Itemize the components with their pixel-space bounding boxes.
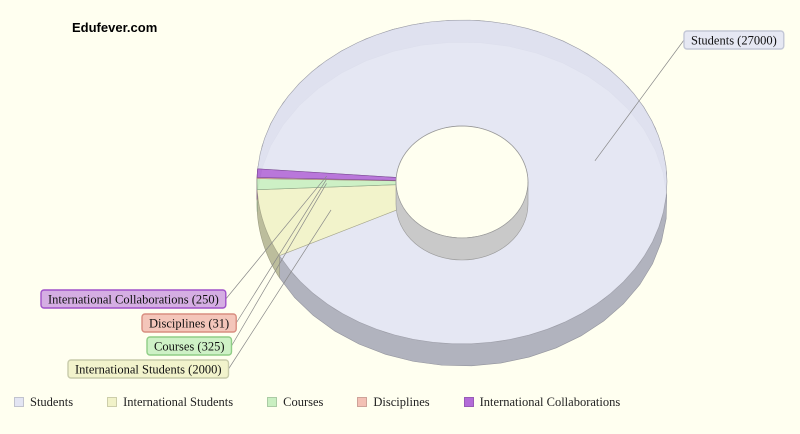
leader-line (225, 175, 327, 300)
leader-line (594, 39, 685, 162)
donut-tops (256, 19, 668, 345)
legend-label: Courses (283, 394, 324, 409)
legend-label: International Students (123, 394, 234, 409)
legend-label: Disciplines (373, 394, 430, 409)
legend-item: Students (14, 395, 73, 410)
legend-swatch (107, 397, 118, 407)
data-label-box (40, 289, 227, 309)
watermark-text: Edufever.com (72, 20, 158, 35)
donut-hole-wall (395, 181, 529, 261)
legend-item: International Collaborations (463, 394, 621, 410)
leader-line (231, 183, 327, 347)
data-label: International Students (2000) (75, 363, 222, 377)
data-label-box (683, 30, 785, 50)
donut-hole (395, 125, 529, 239)
legend-item: Courses (267, 395, 323, 410)
legend-swatch (14, 397, 24, 407)
chart-legend: Students International Students Courses Dis… (14, 393, 654, 411)
data-label: Courses (325) (154, 340, 224, 354)
data-label: Disciplines (31) (149, 317, 229, 331)
data-labels: Students (27000) International Students (… (40, 30, 785, 379)
leader-line (235, 179, 327, 324)
legend-item: Disciplines (357, 394, 430, 410)
data-label-box (146, 336, 233, 356)
legend-swatch (357, 397, 368, 407)
data-label: Students (27000) (691, 34, 777, 48)
data-label-box (141, 313, 237, 333)
data-label-box (67, 359, 230, 379)
legend-label: Students (30, 394, 74, 409)
legend-label: International Collaborations (479, 394, 621, 409)
legend-swatch (267, 397, 278, 407)
leader-line (228, 209, 332, 370)
legend-swatch (463, 397, 474, 407)
data-label: International Collaborations (250) (48, 293, 219, 307)
legend-item: International Students (107, 395, 233, 410)
